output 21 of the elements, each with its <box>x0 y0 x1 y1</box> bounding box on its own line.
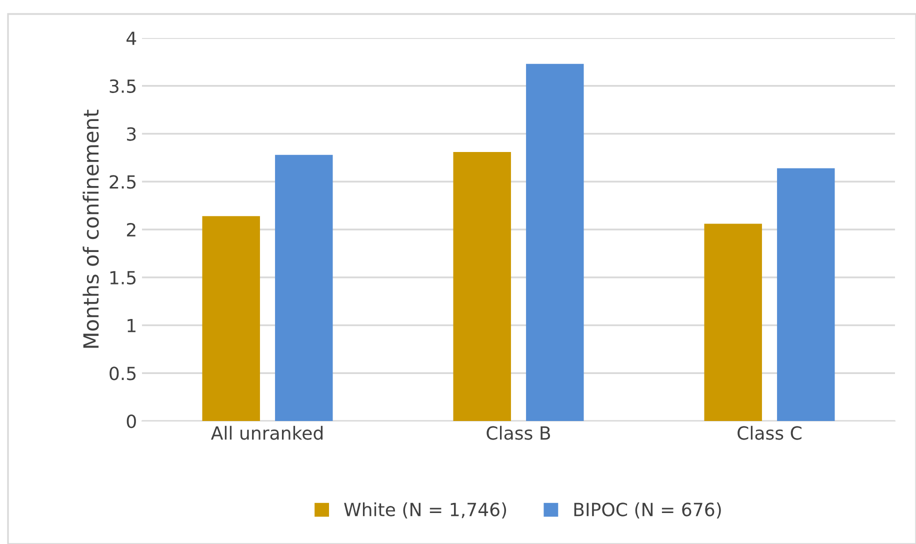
bar <box>704 224 762 421</box>
x-tick-label: All unranked <box>210 426 323 440</box>
y-tick-label: 2.5 <box>110 175 136 189</box>
bar <box>453 152 511 421</box>
y-tick-label: 3.5 <box>110 79 136 93</box>
y-axis-title: Months of confinement <box>82 110 99 348</box>
bar <box>275 154 333 421</box>
x-tick-label: Class C <box>738 426 802 440</box>
y-tick-label: 0.5 <box>110 366 136 380</box>
x-tick-label: Class B <box>486 426 550 440</box>
bar <box>526 64 584 421</box>
y-tick-label: 3 <box>127 127 136 141</box>
y-tick-label: 1 <box>128 318 136 332</box>
legend-label: White (N = 1,746) <box>344 502 506 518</box>
y-tick-label: 0 <box>126 414 136 428</box>
y-tick-label: 2 <box>126 222 136 236</box>
legend-label: BIPOC (N = 676) <box>574 502 721 518</box>
y-tick-label: 1.5 <box>110 271 136 284</box>
bar <box>202 216 260 421</box>
bar <box>777 168 835 421</box>
y-tick-label: 4 <box>126 32 136 45</box>
